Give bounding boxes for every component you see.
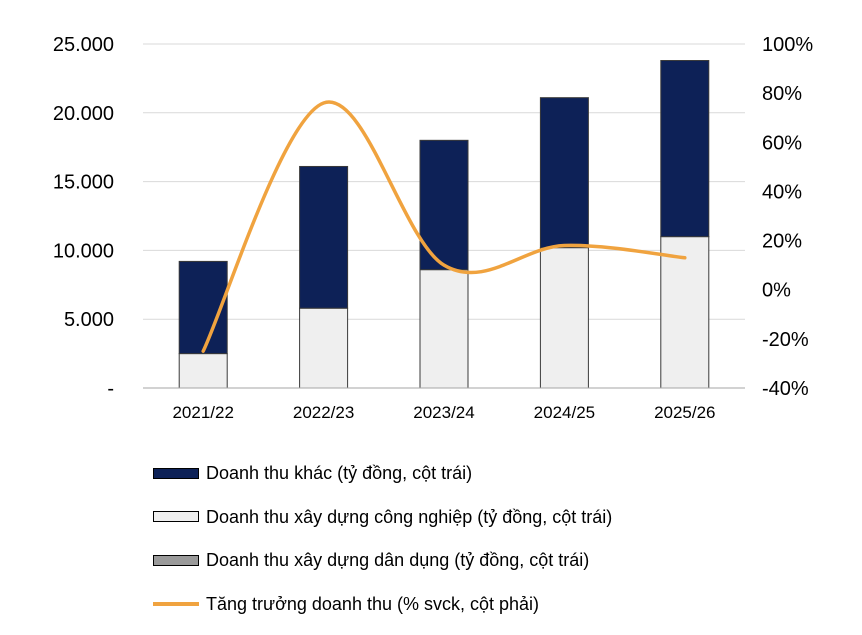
left-tick-label: 5.000	[64, 309, 114, 331]
right-tick-label: 60%	[762, 132, 802, 154]
legend-line-swatch	[153, 602, 199, 606]
bar-other	[540, 98, 588, 248]
legend-item: Tăng trưởng doanh thu (% svck, cột phải)	[153, 592, 612, 616]
legend-item: Doanh thu xây dựng dân dụng (tỷ đồng, cộ…	[153, 548, 612, 572]
bar-industrial	[540, 248, 588, 388]
right-tick-label: 40%	[762, 181, 802, 203]
bar-industrial	[300, 308, 348, 388]
bar-industrial	[179, 354, 227, 388]
x-tick-label: 2023/24	[413, 403, 474, 422]
left-tick-label: -	[107, 378, 114, 400]
bar-other	[300, 166, 348, 308]
left-tick-label: 20.000	[53, 103, 114, 125]
legend-label: Tăng trưởng doanh thu (% svck, cột phải)	[206, 595, 539, 613]
left-tick-label: 25.000	[53, 34, 114, 56]
x-tick-label: 2021/22	[172, 403, 233, 422]
bars-group	[179, 61, 709, 388]
revenue-chart: - 5.000 10.000 15.000 20.000 25.000 -40% -20% 0%…	[0, 0, 862, 460]
bar-industrial	[420, 270, 468, 388]
right-tick-label: -20%	[762, 329, 809, 351]
legend-color-swatch	[153, 511, 199, 522]
legend-label: Doanh thu xây dựng dân dụng (tỷ đồng, cộ…	[206, 551, 589, 569]
legend-label: Doanh thu khác (tỷ đồng, cột trái)	[206, 464, 472, 482]
right-tick-label: 20%	[762, 231, 802, 253]
legend-item: Doanh thu xây dựng công nghiệp (tỷ đồng,…	[153, 505, 612, 529]
left-tick-label: 15.000	[53, 172, 114, 194]
right-tick-label: 80%	[762, 83, 802, 105]
legend-item: Doanh thu khác (tỷ đồng, cột trái)	[153, 461, 612, 485]
bar-other	[661, 61, 709, 237]
x-tick-label: 2025/26	[654, 403, 715, 422]
x-tick-label: 2022/23	[293, 403, 354, 422]
legend-label: Doanh thu xây dựng công nghiệp (tỷ đồng,…	[206, 508, 612, 526]
legend: Doanh thu khác (tỷ đồng, cột trái) Doanh …	[153, 461, 612, 635]
right-tick-label: 100%	[762, 34, 813, 56]
legend-color-swatch	[153, 555, 199, 566]
legend-color-swatch	[153, 468, 199, 479]
right-tick-label: 0%	[762, 280, 791, 302]
right-tick-label: -40%	[762, 378, 809, 400]
x-tick-label: 2024/25	[534, 403, 595, 422]
left-tick-label: 10.000	[53, 240, 114, 262]
